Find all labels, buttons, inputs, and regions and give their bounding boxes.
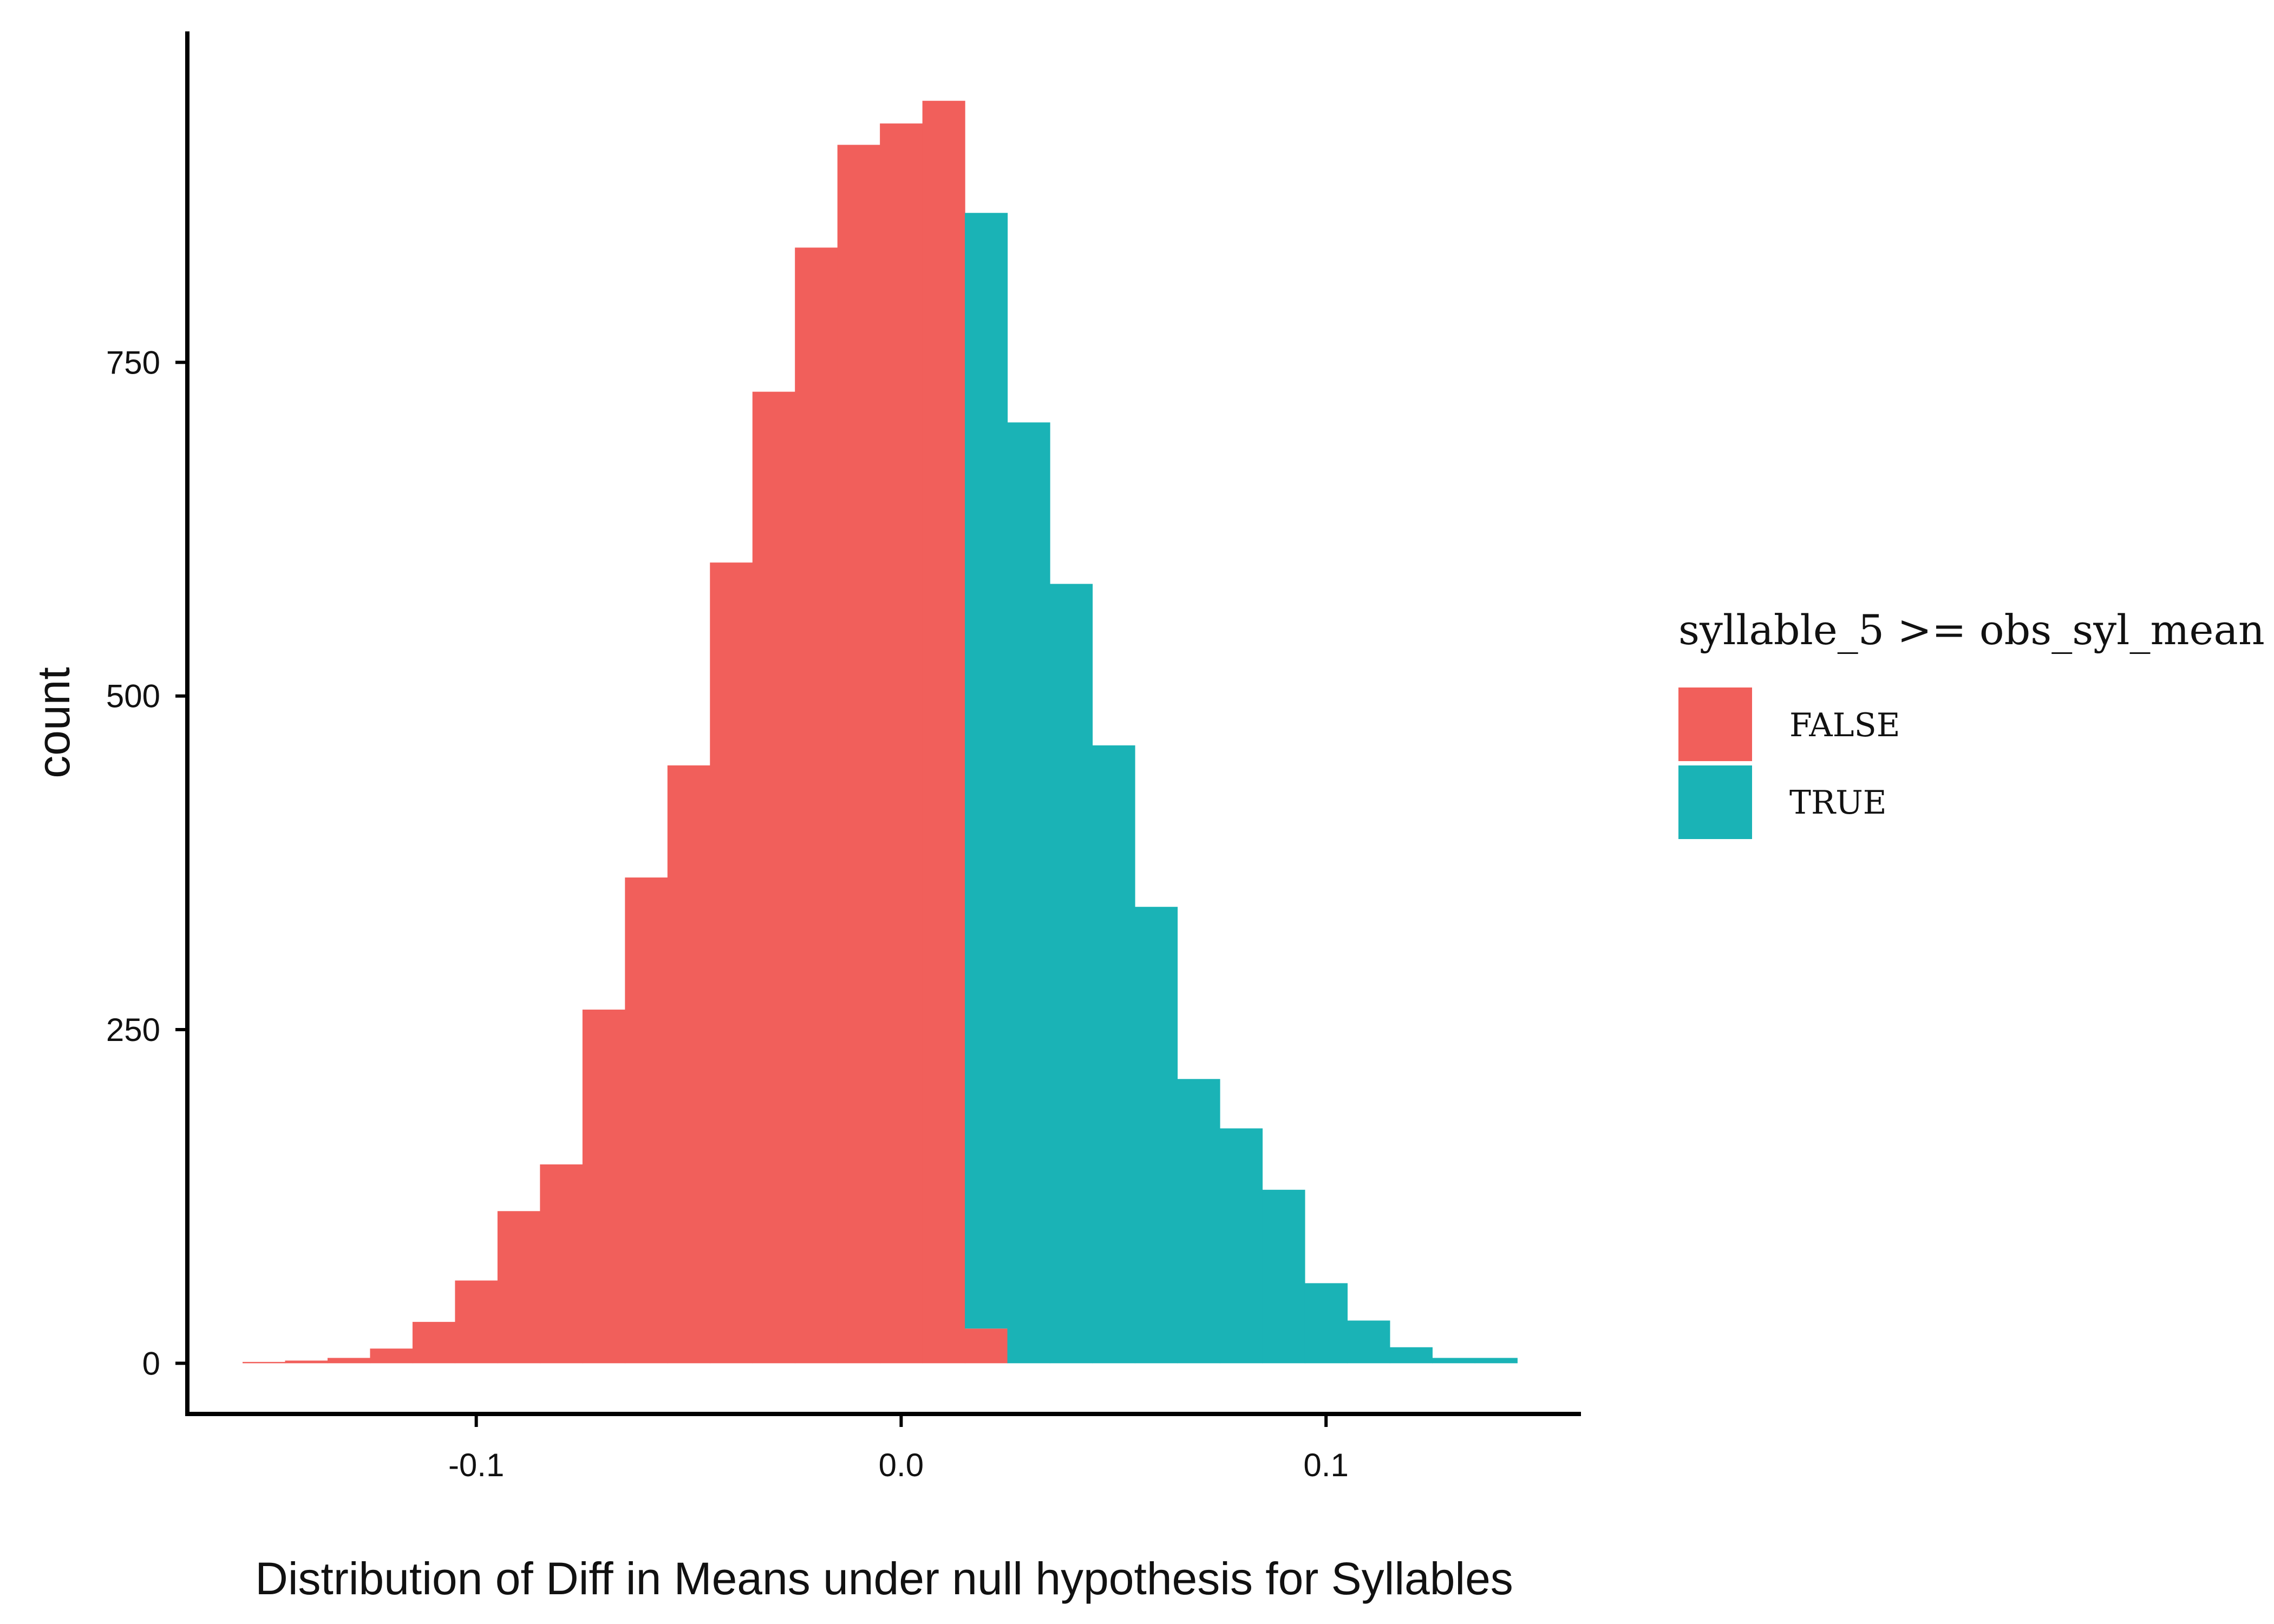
histogram-bar-false	[540, 1164, 583, 1364]
histogram-bar-false	[965, 1328, 1008, 1364]
y-axis-ticks: 0 250 500 750	[106, 344, 187, 1381]
histogram-bars	[243, 101, 1518, 1364]
y-tick-label: 250	[106, 1012, 160, 1048]
histogram-bar-false	[922, 101, 965, 1364]
legend-title: syllable_5 >= obs_syl_mean	[1678, 606, 2265, 654]
legend-key-false	[1678, 687, 1752, 761]
histogram-bar-true	[1092, 745, 1135, 1364]
histogram-bar-false	[243, 1361, 286, 1364]
histogram-bar-true	[1050, 584, 1093, 1364]
histogram-bar-true	[1135, 907, 1178, 1364]
legend-label-true: TRUE	[1789, 784, 1887, 822]
histogram-bar-false	[837, 145, 880, 1364]
x-axis-ticks: -0.1 0.0 0.1	[448, 1414, 1349, 1483]
x-axis-title: Distribution of Diff in Means under null…	[255, 1553, 1513, 1604]
legend-key-true	[1678, 765, 1752, 839]
histogram-bar-true	[1262, 1189, 1305, 1364]
legend: syllable_5 >= obs_syl_mean FALSE TRUE	[1678, 606, 2265, 839]
y-axis-title: count	[28, 667, 79, 778]
histogram-bar-false	[497, 1211, 540, 1364]
histogram-bar-true	[1389, 1347, 1433, 1364]
histogram-bar-true	[1347, 1320, 1390, 1364]
histogram-bar-false	[625, 877, 668, 1364]
y-tick-label: 500	[106, 678, 160, 715]
histogram-bar-false	[752, 391, 795, 1364]
x-tick-label: 0.0	[879, 1447, 924, 1483]
histogram-bar-false	[880, 123, 923, 1364]
histogram-bar-false	[667, 765, 710, 1364]
histogram-bar-true	[1219, 1128, 1263, 1364]
y-tick-label: 0	[142, 1345, 160, 1381]
y-tick-label: 750	[106, 344, 160, 381]
histogram-bar-true	[1304, 1283, 1348, 1364]
histogram-bar-false	[327, 1358, 371, 1364]
histogram-bar-false	[710, 562, 753, 1364]
histogram-bar-false	[412, 1321, 455, 1364]
legend-label-false: FALSE	[1789, 706, 1900, 744]
histogram-bar-true	[1432, 1358, 1475, 1364]
histogram-bar-false	[370, 1348, 413, 1364]
histogram-bar-false	[795, 247, 838, 1364]
histogram-bar-true	[1474, 1358, 1518, 1364]
histogram-bar-false	[582, 1010, 625, 1364]
histogram-bar-true	[1007, 422, 1050, 1364]
histogram-bar-true	[965, 213, 1008, 1329]
histogram-bar-true	[1177, 1079, 1220, 1364]
histogram-bar-false	[285, 1360, 328, 1364]
x-tick-label: 0.1	[1303, 1447, 1348, 1483]
x-tick-label: -0.1	[448, 1447, 504, 1483]
histogram-bar-false	[455, 1280, 498, 1364]
